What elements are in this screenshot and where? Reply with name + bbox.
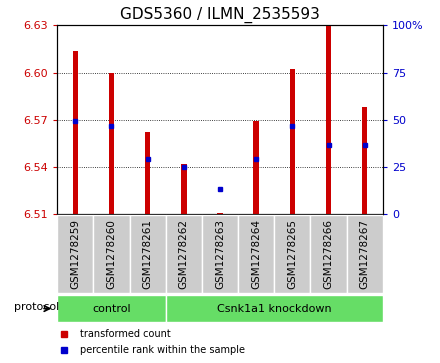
Text: GSM1278265: GSM1278265 [287, 219, 297, 289]
Bar [253, 121, 259, 214]
Text: GSM1278267: GSM1278267 [360, 219, 370, 289]
Text: percentile rank within the sample: percentile rank within the sample [80, 345, 245, 355]
Text: GSM1278261: GSM1278261 [143, 219, 153, 289]
Bar [93, 215, 129, 293]
Bar [274, 215, 311, 293]
Bar [326, 25, 331, 214]
Text: GSM1278262: GSM1278262 [179, 219, 189, 289]
Text: GSM1278259: GSM1278259 [70, 219, 80, 289]
Text: GSM1278264: GSM1278264 [251, 219, 261, 289]
Bar [57, 215, 93, 293]
Bar [145, 132, 150, 214]
Text: GSM1278266: GSM1278266 [323, 219, 334, 289]
Bar [109, 73, 114, 214]
Bar [290, 69, 295, 214]
Bar [362, 107, 367, 214]
Bar [238, 215, 274, 293]
Text: GSM1278260: GSM1278260 [106, 219, 117, 289]
Text: Csnk1a1 knockdown: Csnk1a1 knockdown [217, 303, 332, 314]
Title: GDS5360 / ILMN_2535593: GDS5360 / ILMN_2535593 [120, 7, 320, 23]
Bar [57, 295, 166, 322]
Bar [311, 215, 347, 293]
Bar [73, 50, 78, 214]
Bar [166, 215, 202, 293]
Bar [217, 213, 223, 214]
Bar [347, 215, 383, 293]
Text: GSM1278263: GSM1278263 [215, 219, 225, 289]
Text: control: control [92, 303, 131, 314]
Bar [181, 164, 187, 214]
Text: protocol: protocol [14, 302, 59, 312]
Bar [129, 215, 166, 293]
Bar [166, 295, 383, 322]
Bar [202, 215, 238, 293]
Text: transformed count: transformed count [80, 329, 171, 339]
